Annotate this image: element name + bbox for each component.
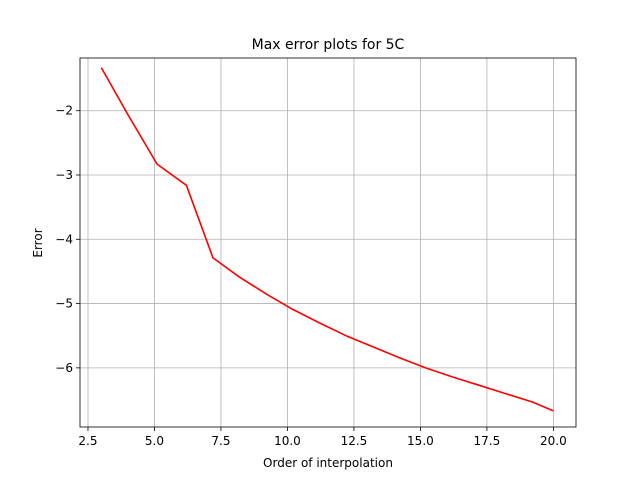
x-tick-label: 10.0 (274, 434, 301, 448)
x-tick-label: 20.0 (540, 434, 567, 448)
series-line (100, 67, 554, 412)
x-tick-label: 7.5 (211, 434, 230, 448)
x-axis-label: Order of interpolation (263, 456, 393, 470)
x-tick-label: 12.5 (341, 434, 368, 448)
plot-frame (79, 57, 577, 428)
x-tick-label: 17.5 (474, 434, 501, 448)
y-tick-label: −4 (55, 232, 73, 246)
x-tick-label: 15.0 (407, 434, 434, 448)
y-tick-label: −3 (55, 168, 73, 182)
chart-title: Max error plots for 5C (252, 37, 405, 53)
grid-lines (80, 58, 576, 427)
y-tick-label: −2 (55, 104, 73, 118)
axis-ticks: 2.5 5.0 7.5 10.0 12.5 15.0 17.5 20.0 −2 −3 −4 −5 −6 (55, 104, 566, 448)
x-tick-label: 5.0 (145, 434, 164, 448)
series-lines (100, 67, 554, 412)
x-tick-label: 2.5 (78, 434, 97, 448)
y-tick-label: −5 (55, 297, 73, 311)
y-tick-label: −6 (55, 361, 73, 375)
y-axis-label: Error (31, 228, 45, 257)
